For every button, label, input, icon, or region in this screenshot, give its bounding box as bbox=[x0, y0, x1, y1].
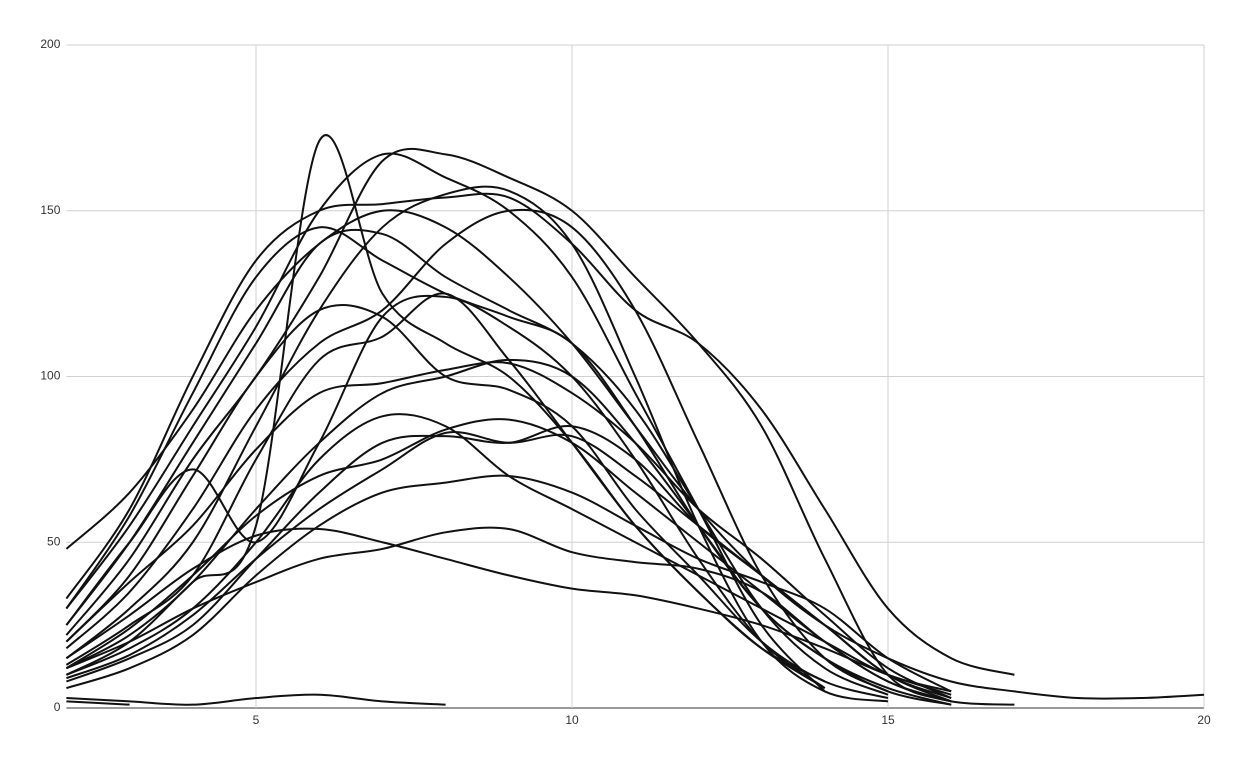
line-series bbox=[65, 185, 889, 703]
y-tick-label: 100 bbox=[40, 369, 60, 383]
line-series bbox=[66, 700, 130, 706]
line-series bbox=[65, 226, 952, 706]
line-series bbox=[65, 304, 889, 700]
y-tick-label: 200 bbox=[40, 37, 60, 51]
line-series bbox=[65, 134, 826, 683]
line-series bbox=[66, 526, 952, 703]
x-tick-label: 5 bbox=[253, 713, 260, 727]
line-series bbox=[65, 208, 889, 693]
x-tick-label: 10 bbox=[565, 713, 579, 727]
line-series bbox=[65, 147, 952, 703]
line-series bbox=[66, 413, 952, 693]
x-tick-label: 20 bbox=[1197, 713, 1211, 727]
y-tick-label: 50 bbox=[47, 534, 61, 548]
y-tick-label: 150 bbox=[40, 203, 60, 217]
line-series bbox=[65, 228, 889, 696]
line-series bbox=[66, 474, 952, 693]
line-series bbox=[65, 418, 1015, 706]
x-tick-label: 15 bbox=[881, 713, 895, 727]
line-series bbox=[65, 209, 1205, 700]
line-series bbox=[65, 292, 826, 689]
line-series bbox=[65, 527, 952, 696]
line-series bbox=[65, 361, 952, 699]
line-series bbox=[66, 693, 446, 706]
y-tick-label: 0 bbox=[54, 700, 61, 714]
line-series bbox=[66, 431, 952, 703]
